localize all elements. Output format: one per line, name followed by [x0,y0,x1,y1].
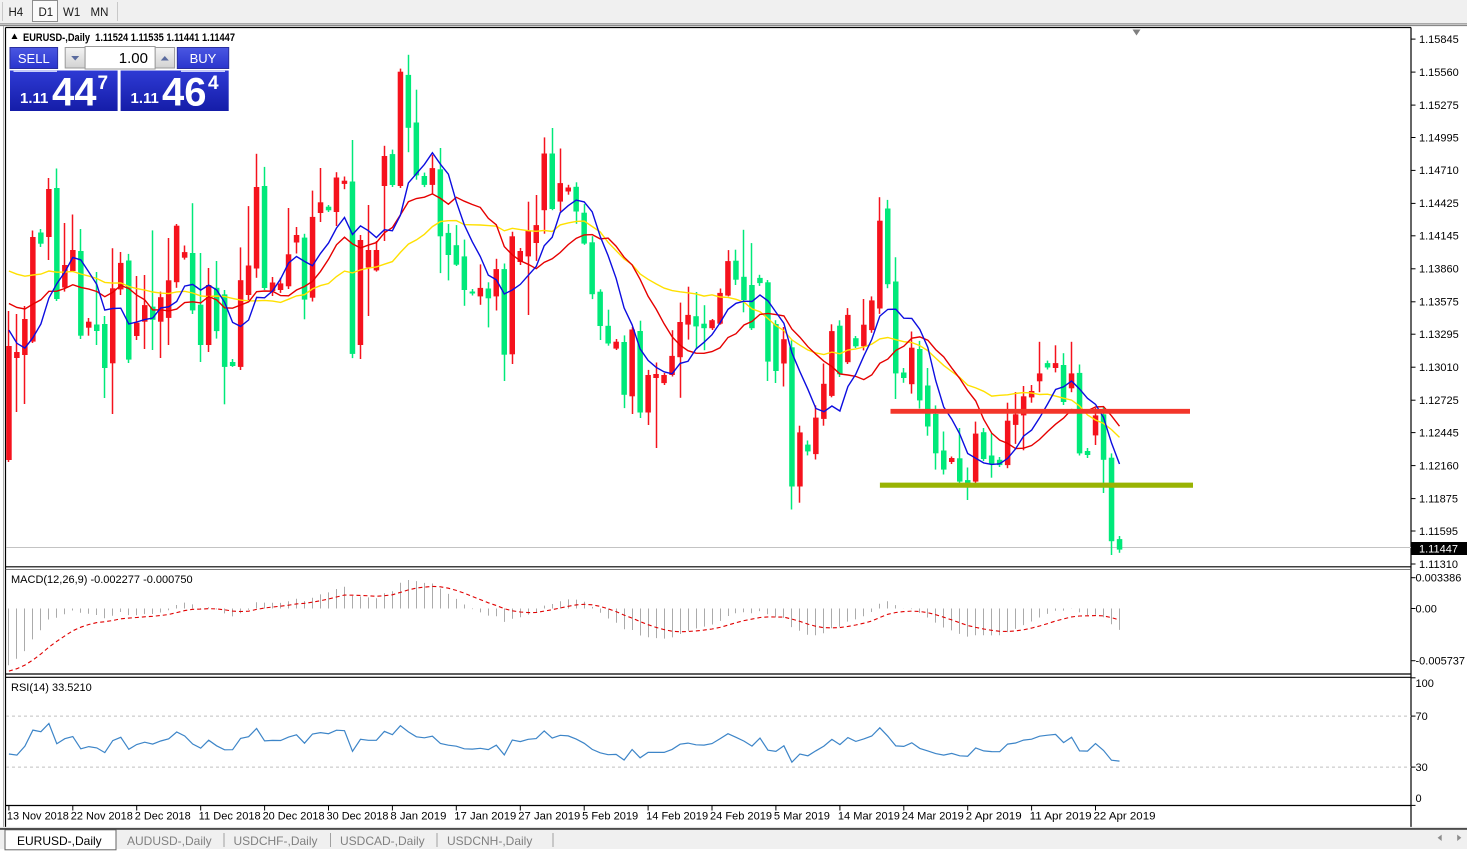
svg-text:USDCHF-,Daily: USDCHF-,Daily [234,834,318,848]
svg-text:7: 7 [98,73,109,94]
svg-text:1.15275: 1.15275 [1419,100,1459,112]
svg-text:USDCAD-,Daily: USDCAD-,Daily [340,834,425,848]
svg-text:1.14995: 1.14995 [1419,132,1459,144]
svg-text:0: 0 [1416,793,1422,805]
svg-text:1.14710: 1.14710 [1419,165,1459,177]
svg-text:8 Jan 2019: 8 Jan 2019 [390,811,446,823]
svg-text:11 Apr 2019: 11 Apr 2019 [1030,811,1092,823]
svg-text:AUDUSD-,Daily: AUDUSD-,Daily [127,834,212,848]
svg-text:70: 70 [1416,711,1428,723]
svg-text:20 Dec 2018: 20 Dec 2018 [263,811,325,823]
svg-text:1.12160: 1.12160 [1419,460,1459,472]
svg-text:USDCNH-,Daily: USDCNH-,Daily [447,834,532,848]
svg-text:22 Nov 2018: 22 Nov 2018 [71,811,133,823]
svg-text:EURUSD-,Daily: EURUSD-,Daily [17,834,102,848]
svg-text:46: 46 [162,71,207,115]
svg-text:24 Mar 2019: 24 Mar 2019 [902,811,964,823]
svg-text:5 Mar 2019: 5 Mar 2019 [774,811,830,823]
svg-text:2 Apr 2019: 2 Apr 2019 [966,811,1022,823]
svg-text:1.11875: 1.11875 [1419,493,1458,505]
svg-text:1.15845: 1.15845 [1419,34,1459,46]
svg-text:11 Dec 2018: 11 Dec 2018 [199,811,261,823]
svg-text:RSI(14) 33.5210: RSI(14) 33.5210 [11,682,92,694]
svg-text:1.11: 1.11 [131,90,159,107]
svg-text:13 Nov 2018: 13 Nov 2018 [7,811,69,823]
svg-text:24 Feb 2019: 24 Feb 2019 [710,811,772,823]
svg-text:H4: H4 [9,7,24,19]
svg-text:4: 4 [208,73,219,94]
svg-text:1.11447: 1.11447 [1419,544,1458,556]
svg-text:1.11595: 1.11595 [1419,526,1458,538]
svg-text:1.00: 1.00 [119,50,148,67]
svg-text:5 Feb 2019: 5 Feb 2019 [582,811,638,823]
svg-text:100: 100 [1416,678,1434,690]
svg-text:1.11310: 1.11310 [1419,559,1458,571]
svg-text:2 Dec 2018: 2 Dec 2018 [135,811,191,823]
svg-text:27 Jan 2019: 27 Jan 2019 [518,811,580,823]
svg-text:0.00: 0.00 [1416,603,1437,615]
svg-text:1.12445: 1.12445 [1419,427,1459,439]
svg-text:17 Jan 2019: 17 Jan 2019 [454,811,516,823]
svg-text:1.12725: 1.12725 [1419,395,1459,407]
svg-text:44: 44 [52,71,97,115]
svg-text:MACD(12,26,9) -0.002277 -0.000: MACD(12,26,9) -0.002277 -0.000750 [11,574,193,586]
svg-text:0.003386: 0.003386 [1416,573,1462,585]
svg-text:1.13295: 1.13295 [1419,329,1459,341]
svg-text:1.14145: 1.14145 [1419,231,1459,243]
svg-text:BUY: BUY [190,51,217,66]
svg-text:1.13010: 1.13010 [1419,362,1459,374]
svg-text:SELL: SELL [18,51,50,66]
svg-text:MN: MN [91,7,109,19]
svg-text:W1: W1 [63,7,80,19]
svg-text:14 Feb 2019: 14 Feb 2019 [646,811,708,823]
svg-text:1.13860: 1.13860 [1419,264,1459,276]
svg-text:30 Dec 2018: 30 Dec 2018 [327,811,389,823]
svg-text:30: 30 [1416,762,1428,774]
svg-text:14 Mar 2019: 14 Mar 2019 [838,811,900,823]
svg-text:D1: D1 [39,7,54,19]
svg-text:1.15560: 1.15560 [1419,67,1459,79]
svg-text:1.11: 1.11 [20,90,48,107]
svg-text:1.14425: 1.14425 [1419,198,1459,210]
svg-text:22 Apr 2019: 22 Apr 2019 [1094,811,1156,823]
svg-text:EURUSD-,Daily 1.11524 1.11535: EURUSD-,Daily 1.11524 1.11535 1.11441 1.… [23,32,235,44]
svg-text:1.13575: 1.13575 [1419,297,1459,309]
svg-text:-0.005737: -0.005737 [1416,656,1466,668]
